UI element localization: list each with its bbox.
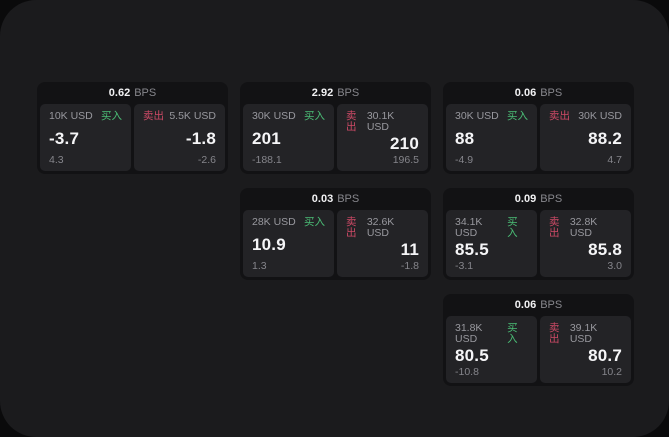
buy-price: -3.7 (49, 128, 80, 148)
sell-delta: -2.6 (197, 153, 216, 166)
sell-delta: 4.7 (607, 153, 622, 166)
buy-side-label: 买入 (304, 110, 325, 122)
buy-tile[interactable]: 30K USD 买入 88 -4.9 (446, 104, 537, 171)
buy-price: 10.9 (252, 234, 286, 254)
bps-unit-label: BPS (540, 87, 563, 99)
sell-amount: 30.1K USD (366, 110, 395, 133)
buy-delta: -3.1 (455, 259, 474, 272)
bps-unit-label: BPS (337, 87, 360, 99)
sell-tile[interactable]: 卖出 30K USD 88.2 4.7 (540, 104, 631, 171)
bps-unit-label: BPS (540, 299, 563, 311)
sell-amount: 32.8K USD (569, 216, 598, 239)
sell-price: 210 (390, 133, 419, 153)
buy-price: 80.5 (455, 345, 489, 365)
sell-amount: 5.5K USD (169, 110, 216, 122)
sell-tile[interactable]: 卖出 32.8K USD 85.8 3.0 (540, 210, 631, 277)
buy-tile[interactable]: 28K USD 买入 10.9 1.3 (243, 210, 334, 277)
buy-delta: -10.8 (455, 365, 479, 378)
buy-price: 88 (455, 128, 475, 148)
buy-side-label: 买入 (507, 322, 518, 345)
buy-delta: -188.1 (252, 153, 282, 166)
sell-tile[interactable]: 卖出 30.1K USD 210 196.5 (337, 104, 428, 171)
buy-price: 201 (252, 128, 281, 148)
quote-card: 0.09 BPS 34.1K USD 买入 85.5 -3.1 卖出 32.8K… (443, 188, 634, 280)
sell-side-label: 卖出 (549, 322, 560, 345)
quote-card: 0.06 BPS 31.8K USD 买入 80.5 -10.8 卖出 39.1… (443, 294, 634, 386)
sell-side-label: 卖出 (143, 110, 164, 122)
buy-tile[interactable]: 31.8K USD 买入 80.5 -10.8 (446, 316, 537, 383)
bps-header: 0.06 BPS (446, 82, 631, 104)
bps-header: 0.62 BPS (40, 82, 225, 104)
bps-value: 0.06 (514, 87, 537, 99)
sell-side-label: 卖出 (346, 110, 357, 133)
bps-unit-label: BPS (337, 193, 360, 205)
buy-amount: 30K USD (252, 110, 296, 122)
sell-tile[interactable]: 卖出 32.6K USD 11 -1.8 (337, 210, 428, 277)
sell-amount: 32.6K USD (366, 216, 395, 239)
sell-price: -1.8 (185, 128, 216, 148)
buy-delta: 1.3 (252, 259, 267, 272)
sell-delta: 196.5 (392, 153, 419, 166)
bps-value: 0.06 (514, 299, 537, 311)
sell-tile[interactable]: 卖出 39.1K USD 80.7 10.2 (540, 316, 631, 383)
bps-header: 2.92 BPS (243, 82, 428, 104)
sell-price: 85.8 (588, 239, 622, 259)
sell-delta: 10.2 (601, 365, 622, 378)
buy-tile[interactable]: 10K USD 买入 -3.7 4.3 (40, 104, 131, 171)
bps-value: 0.03 (311, 193, 334, 205)
sell-tile[interactable]: 卖出 5.5K USD -1.8 -2.6 (134, 104, 225, 171)
sell-amount: 39.1K USD (569, 322, 598, 345)
bps-unit-label: BPS (134, 87, 157, 99)
buy-amount: 30K USD (455, 110, 499, 122)
bps-unit-label: BPS (540, 193, 563, 205)
sell-side-label: 卖出 (549, 110, 570, 122)
sell-delta: 3.0 (607, 259, 622, 272)
sell-amount: 30K USD (578, 110, 622, 122)
quote-card: 2.92 BPS 30K USD 买入 201 -188.1 卖出 30.1K … (240, 82, 431, 174)
sell-side-label: 卖出 (549, 216, 560, 239)
buy-price: 85.5 (455, 239, 489, 259)
quote-card: 0.62 BPS 10K USD 买入 -3.7 4.3 卖出 5.5K USD… (37, 82, 228, 174)
buy-tile[interactable]: 30K USD 买入 201 -188.1 (243, 104, 334, 171)
sell-delta: -1.8 (400, 259, 419, 272)
bps-value: 0.62 (108, 87, 131, 99)
buy-side-label: 买入 (507, 110, 528, 122)
buy-amount: 34.1K USD (455, 216, 483, 239)
buy-side-label: 买入 (304, 216, 325, 228)
bps-header: 0.06 BPS (446, 294, 631, 316)
quote-card: 0.03 BPS 28K USD 买入 10.9 1.3 卖出 32.6K US… (240, 188, 431, 280)
buy-delta: -4.9 (455, 153, 474, 166)
buy-amount: 10K USD (49, 110, 93, 122)
sell-price: 11 (400, 239, 419, 259)
buy-amount: 28K USD (252, 216, 296, 228)
bps-header: 0.03 BPS (243, 188, 428, 210)
buy-side-label: 买入 (101, 110, 122, 122)
buy-delta: 4.3 (49, 153, 64, 166)
sell-price: 80.7 (588, 345, 622, 365)
bps-value: 2.92 (311, 87, 334, 99)
sell-price: 88.2 (588, 128, 622, 148)
buy-tile[interactable]: 34.1K USD 买入 85.5 -3.1 (446, 210, 537, 277)
bps-value: 0.09 (514, 193, 537, 205)
buy-side-label: 买入 (507, 216, 518, 239)
quote-card: 0.06 BPS 30K USD 买入 88 -4.9 卖出 30K USD 8… (443, 82, 634, 174)
bps-header: 0.09 BPS (446, 188, 631, 210)
sell-side-label: 卖出 (346, 216, 357, 239)
buy-amount: 31.8K USD (455, 322, 483, 345)
